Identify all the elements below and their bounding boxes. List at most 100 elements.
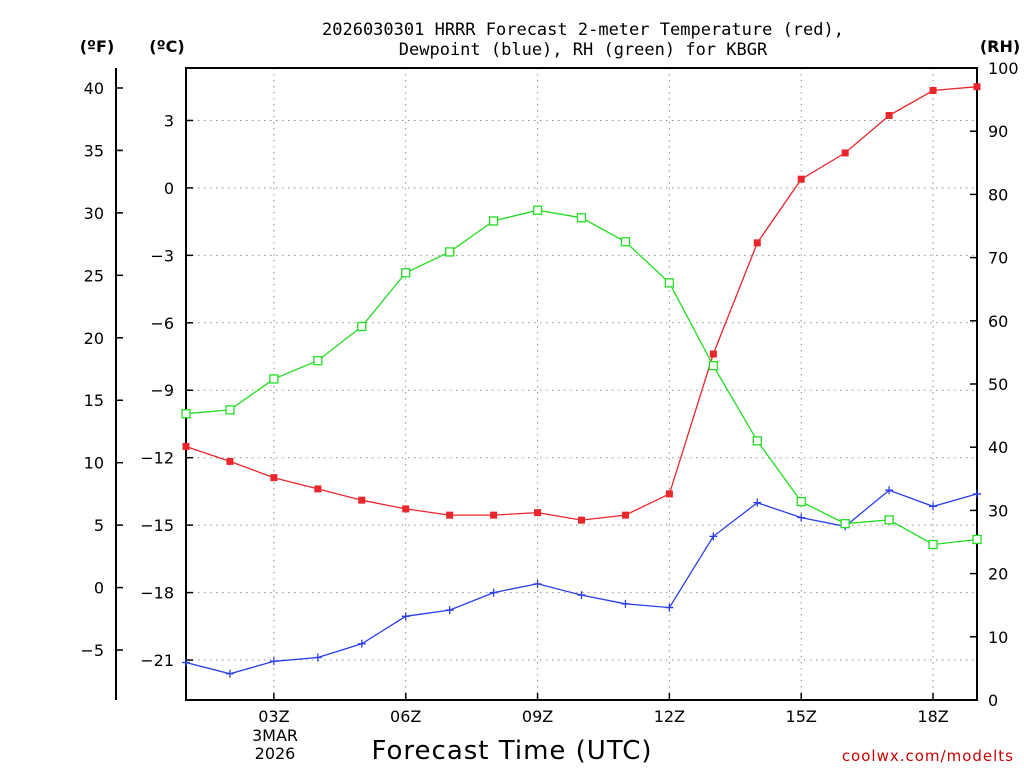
c-tick-label: −9 — [150, 381, 174, 400]
rh-tick-label: 90 — [988, 122, 1008, 141]
temperature-point — [534, 509, 542, 517]
rh-point — [796, 496, 806, 507]
x-tick-label: 12Z — [654, 707, 685, 726]
rh-line — [185, 209, 978, 546]
rh-tick-label: 100 — [988, 59, 1019, 78]
tick-layer: 03Z 06Z 09Z 12Z 15Z 18Z −21 −18 −15 −12 −9 −6 −3 0 3 −5… — [80, 59, 1018, 726]
dewpoint-point — [577, 591, 586, 600]
rh-point — [752, 436, 762, 446]
x-axis-title: Forecast Time (UTC) — [371, 736, 652, 766]
temperature-point — [973, 83, 981, 91]
rh-unit-label: (RH) — [980, 37, 1020, 56]
c-tick-label: 0 — [164, 179, 174, 198]
c-tick-label: −12 — [140, 449, 174, 468]
c-tick-label: −3 — [150, 246, 174, 265]
f-tick-label: 35 — [84, 141, 104, 160]
rh-point — [928, 539, 938, 550]
f-tick-label: 0 — [94, 579, 104, 598]
temperature-point — [753, 239, 761, 247]
temperature-point — [314, 485, 322, 493]
c-tick-label: −6 — [150, 314, 174, 333]
chart-title-line-1: 2026030301 HRRR Forecast 2-meter Tempera… — [322, 20, 844, 40]
date-label-day: 3MAR — [252, 726, 298, 745]
x-tick-label: 18Z — [917, 707, 948, 726]
rh-point — [357, 321, 367, 332]
rh-point — [620, 237, 631, 247]
dewpoint-point — [797, 513, 806, 522]
temperature-point — [446, 511, 454, 519]
rh-point — [576, 213, 587, 223]
dewpoint-point — [709, 532, 718, 541]
dewpoint-point — [753, 498, 762, 507]
series-layer — [181, 83, 982, 678]
temperature-line — [185, 86, 978, 521]
grid-layer — [186, 68, 977, 700]
temperature-point — [885, 111, 893, 119]
rh-tick-label: 80 — [988, 185, 1008, 204]
plot-frame — [185, 67, 978, 701]
f-tick-label: 5 — [94, 516, 104, 535]
rh-point — [840, 519, 850, 529]
rh-point — [269, 374, 279, 384]
rh-tick-label: 10 — [988, 628, 1008, 647]
rh-point — [225, 405, 235, 415]
dewpoint-point — [973, 489, 981, 498]
rh-point — [532, 205, 543, 215]
temperature-point — [578, 516, 585, 524]
temperature-point — [226, 457, 234, 465]
f-tick-label: 25 — [84, 266, 104, 285]
f-tick-label: 10 — [84, 454, 104, 473]
dewpoint-point — [313, 653, 322, 662]
celsius-unit-label: (ºC) — [149, 37, 184, 56]
c-tick-label: −21 — [140, 651, 174, 670]
temperature-point — [490, 511, 498, 519]
rh-tick-label: 40 — [988, 438, 1008, 457]
chart-title-line-2: Dewpoint (blue), RH (green) for KBGR — [399, 40, 768, 60]
rh-point — [445, 247, 455, 257]
dewpoint-point — [445, 606, 454, 615]
rh-tick-label: 70 — [988, 249, 1008, 268]
f-tick-label: 20 — [84, 329, 104, 348]
rh-point — [488, 216, 499, 226]
x-tick-label: 06Z — [390, 707, 421, 726]
temperature-point — [797, 175, 805, 183]
f-tick-label: 30 — [84, 204, 104, 223]
rh-tick-label: 0 — [988, 691, 998, 710]
fahrenheit-unit-label: (ºF) — [80, 37, 115, 56]
rh-point — [708, 361, 718, 371]
dewpoint-point — [269, 657, 278, 666]
temperature-point — [182, 442, 190, 450]
rh-tick-label: 60 — [988, 312, 1008, 331]
rh-tick-label: 20 — [988, 565, 1008, 584]
temperature-point — [929, 86, 937, 94]
x-tick-label: 09Z — [522, 707, 553, 726]
x-tick-label: 15Z — [786, 707, 817, 726]
rh-point — [972, 534, 982, 545]
credit-text: coolwx.com/modelts — [842, 747, 1014, 765]
x-tick-label: 03Z — [258, 707, 289, 726]
f-tick-label: 40 — [84, 79, 104, 98]
dewpoint-point — [929, 502, 938, 511]
rh-point — [181, 409, 191, 419]
dewpoint-point — [621, 599, 630, 608]
temperature-point — [402, 505, 410, 513]
rh-point — [664, 278, 675, 288]
f-tick-label: −5 — [80, 641, 104, 660]
c-tick-label: −15 — [140, 516, 174, 535]
dewpoint-point — [225, 669, 234, 678]
rh-tick-label: 30 — [988, 501, 1008, 520]
rh-point — [313, 355, 323, 366]
rh-point — [401, 268, 411, 278]
temperature-point — [841, 149, 849, 157]
dewpoint-point — [401, 612, 410, 621]
rh-point — [884, 515, 894, 525]
dewpoint-point — [885, 486, 894, 495]
temperature-point — [665, 490, 673, 498]
f-tick-label: 15 — [84, 391, 104, 410]
date-label-year: 2026 — [255, 744, 296, 763]
dewpoint-point — [182, 658, 190, 667]
dewpoint-point — [357, 639, 366, 648]
temperature-point — [358, 496, 366, 504]
c-tick-label: −18 — [140, 584, 174, 603]
